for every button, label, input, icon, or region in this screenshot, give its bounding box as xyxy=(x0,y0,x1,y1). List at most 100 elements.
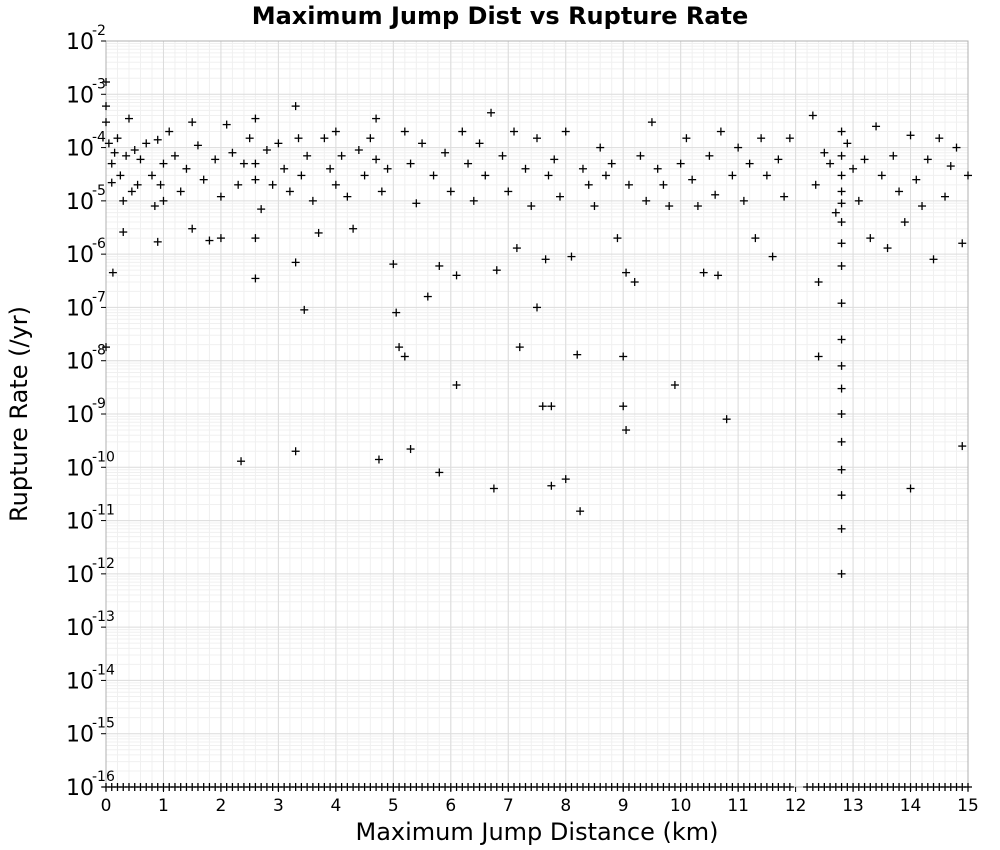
y-tick-label-exponent: -8 xyxy=(92,343,106,359)
data-point xyxy=(714,271,723,280)
y-tick-label-base: 10 xyxy=(66,190,94,215)
data-point xyxy=(510,127,519,136)
data-point xyxy=(837,569,846,578)
data-point xyxy=(636,151,645,160)
data-point xyxy=(808,111,817,120)
data-point xyxy=(251,175,260,184)
data-point xyxy=(107,159,116,168)
data-point xyxy=(682,134,691,143)
data-point xyxy=(308,196,317,205)
data-point xyxy=(688,175,697,184)
data-point xyxy=(866,234,875,243)
y-tick-label-exponent: -2 xyxy=(92,23,106,39)
data-point xyxy=(300,305,309,314)
y-tick-label-base: 10 xyxy=(66,669,94,694)
chart-title: Maximum Jump Dist vs Rupture Rate xyxy=(252,2,749,30)
y-tick-label-exponent: -7 xyxy=(92,289,106,305)
data-point xyxy=(854,196,863,205)
data-point xyxy=(774,155,783,164)
data-point xyxy=(392,308,401,317)
data-point xyxy=(291,447,300,456)
data-point xyxy=(547,481,556,490)
y-tick-label-base: 10 xyxy=(66,456,94,481)
data-point xyxy=(429,171,438,180)
y-tick-label-exponent: -11 xyxy=(92,503,115,519)
data-point xyxy=(642,196,651,205)
data-point xyxy=(188,118,197,127)
data-point xyxy=(567,252,576,261)
y-tick-label-base: 10 xyxy=(66,723,94,748)
data-point xyxy=(205,236,214,245)
data-point xyxy=(728,171,737,180)
x-tick-label: 13 xyxy=(842,796,864,816)
data-point xyxy=(418,139,427,148)
data-point xyxy=(389,260,398,269)
data-point xyxy=(294,134,303,143)
data-point xyxy=(372,155,381,164)
data-point xyxy=(481,171,490,180)
data-point xyxy=(596,143,605,152)
data-point xyxy=(150,202,159,211)
data-point xyxy=(251,159,260,168)
data-point xyxy=(165,127,174,136)
data-point xyxy=(607,159,616,168)
data-point xyxy=(441,148,450,157)
data-point xyxy=(104,139,113,148)
data-point xyxy=(446,187,455,196)
data-point xyxy=(837,199,846,208)
data-point xyxy=(820,148,829,157)
x-tick-label: 7 xyxy=(503,796,514,816)
data-point xyxy=(211,155,220,164)
data-point xyxy=(895,187,904,196)
data-point xyxy=(349,224,358,233)
data-point xyxy=(314,228,323,237)
data-point xyxy=(406,159,415,168)
data-point xyxy=(239,159,248,168)
data-point xyxy=(360,171,369,180)
y-tick-label-base: 10 xyxy=(66,563,94,588)
y-tick-label-exponent: -13 xyxy=(92,609,115,625)
y-tick-label-base: 10 xyxy=(66,30,94,55)
data-point xyxy=(107,178,116,187)
y-tick-label-exponent: -14 xyxy=(92,662,115,678)
data-point xyxy=(837,171,846,180)
data-point xyxy=(102,118,110,127)
data-point xyxy=(251,274,260,283)
y-tick-label-base: 10 xyxy=(66,137,94,162)
data-point xyxy=(435,468,444,477)
data-point xyxy=(475,139,484,148)
data-point xyxy=(918,202,927,211)
data-point xyxy=(395,343,404,352)
data-point xyxy=(785,134,794,143)
data-point xyxy=(153,135,162,144)
data-point xyxy=(889,151,898,160)
data-point xyxy=(547,402,556,411)
data-point xyxy=(464,159,473,168)
data-point xyxy=(251,234,260,243)
y-tick-label-exponent: -10 xyxy=(92,449,115,465)
data-point xyxy=(354,146,363,155)
data-point xyxy=(492,266,501,275)
data-point xyxy=(751,234,760,243)
data-point xyxy=(222,120,231,129)
x-tick-label: 1 xyxy=(158,796,169,816)
data-point xyxy=(693,202,702,211)
x-tick-label: 8 xyxy=(560,796,571,816)
y-tick-label-base: 10 xyxy=(66,403,94,428)
data-point xyxy=(303,151,312,160)
data-point xyxy=(156,180,165,189)
data-point xyxy=(291,258,300,267)
data-point xyxy=(533,303,541,312)
data-point xyxy=(837,261,846,270)
data-point xyxy=(837,299,846,308)
data-point xyxy=(837,524,846,533)
y-tick-label-base: 10 xyxy=(66,243,94,268)
data-point xyxy=(831,208,840,217)
data-point xyxy=(601,171,610,180)
data-point xyxy=(705,151,714,160)
data-point xyxy=(653,164,662,173)
x-tick-label: 9 xyxy=(618,796,629,816)
data-point xyxy=(757,134,766,143)
y-tick-label-base: 10 xyxy=(66,510,94,535)
data-point xyxy=(837,218,846,227)
